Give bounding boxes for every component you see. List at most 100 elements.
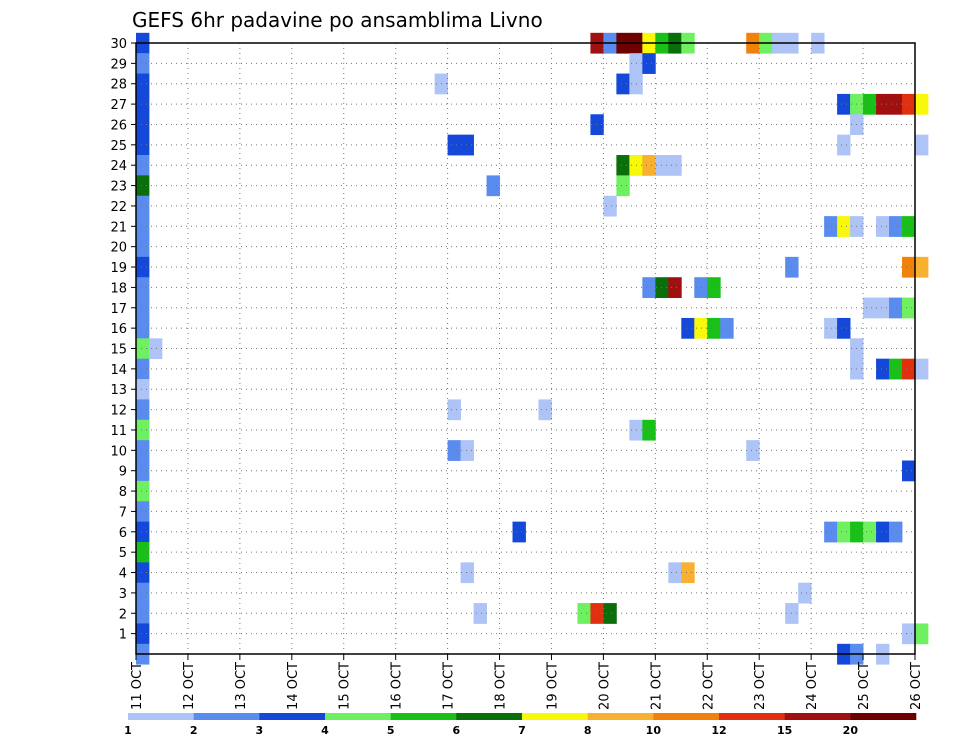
precip-cell [136,338,150,360]
precip-cell [136,114,150,136]
precip-cell [603,195,617,217]
precip-cell [655,155,669,176]
x-tick-label: 24 OCT [805,662,820,710]
y-tick-label: 28 [110,78,127,93]
precip-cell [447,134,461,156]
y-tick-label: 14 [110,363,127,378]
colorbar-label: 3 [256,724,264,737]
x-tick-label: 20 OCT [597,662,612,710]
y-tick-label: 26 [110,118,127,133]
x-tick-label: 25 OCT [857,662,872,710]
precip-cell [590,114,604,136]
precip-cell [707,277,721,298]
y-tick-label: 21 [110,220,127,235]
y-axis: 1234567891011121314151617181920212223242… [110,37,136,643]
colorbar-label: 2 [190,724,198,737]
precip-cell [136,195,150,217]
precip-cell [616,73,630,95]
y-tick-label: 16 [110,322,127,337]
colorbar-segment [522,713,588,720]
grid-lines [136,43,915,654]
precip-cell [863,521,877,543]
precip-cell [486,175,500,197]
precip-cell [136,623,150,645]
y-tick-label: 6 [119,526,127,541]
y-tick-label: 24 [110,159,127,174]
precip-cell [902,358,916,380]
precip-cell [668,277,682,298]
precip-cell [460,440,474,461]
precip-cell [136,216,150,237]
precip-cell [902,623,916,645]
precip-cell [136,582,150,604]
precip-cell [136,256,150,278]
y-tick-label: 12 [110,404,127,419]
precip-cell [837,317,851,339]
y-tick-label: 7 [119,505,127,520]
precip-cell [863,93,877,115]
precip-cell [473,603,487,624]
colorbar-label: 15 [777,724,792,737]
precip-cell [837,134,851,156]
precip-cell [824,317,838,339]
y-tick-label: 9 [119,465,127,480]
precip-cell [136,236,150,258]
precip-cell [681,562,695,584]
colorbar-segment [128,713,194,720]
precip-cell [136,277,150,298]
precip-cell [902,93,916,115]
x-tick-label: 21 OCT [649,662,664,710]
colorbar-segment [653,713,720,720]
colorbar-label: 5 [387,724,395,737]
precip-cell [136,317,150,339]
precip-cell [148,338,163,360]
precip-cell [538,399,552,421]
colorbar-label: 1 [124,724,132,737]
colorbar-label: 6 [453,724,461,737]
precip-cell [642,277,656,298]
precip-cell [837,521,851,543]
precip-cell [136,501,150,523]
x-tick-label: 22 OCT [701,662,716,710]
precip-cell [136,541,150,563]
precip-cell [136,297,150,319]
chart-title: GEFS 6hr padavine po ansamblima Livno [132,8,543,32]
y-tick-label: 22 [110,200,127,215]
precip-cell [136,440,150,461]
precip-cell [694,317,708,339]
precip-cell [136,562,150,584]
y-tick-label: 29 [110,57,127,72]
colorbar-label: 10 [646,724,662,737]
precip-cell [915,623,929,645]
precip-cell [512,521,526,543]
precip-cell [616,155,630,176]
colorbar-segment [587,713,654,720]
precip-cell [447,399,461,421]
precip-cell [136,460,150,482]
precip-cell [902,460,916,482]
precip-cell [824,521,838,543]
precip-cell [824,216,838,237]
precip-cell [577,603,591,624]
colorbar-segment [850,713,917,720]
precip-cell [136,134,150,156]
y-tick-label: 4 [119,567,127,582]
colorbar-segment [456,713,523,720]
x-tick-label: 19 OCT [545,662,560,710]
precip-cell [681,317,695,339]
precip-cell [136,155,150,176]
y-tick-label: 20 [110,241,127,256]
precip-cell [136,175,150,197]
y-tick-label: 8 [119,485,127,500]
colorbar-label: 7 [518,724,526,737]
precip-cell [655,277,669,298]
y-tick-label: 19 [110,261,127,276]
y-tick-label: 2 [119,607,127,622]
precip-cell [863,297,877,319]
precip-cell [837,93,851,115]
y-tick-label: 1 [119,628,127,643]
x-tick-label: 18 OCT [494,662,509,710]
x-tick-label: 14 OCT [286,662,301,710]
y-tick-label: 17 [110,302,127,317]
y-tick-label: 27 [110,98,127,113]
